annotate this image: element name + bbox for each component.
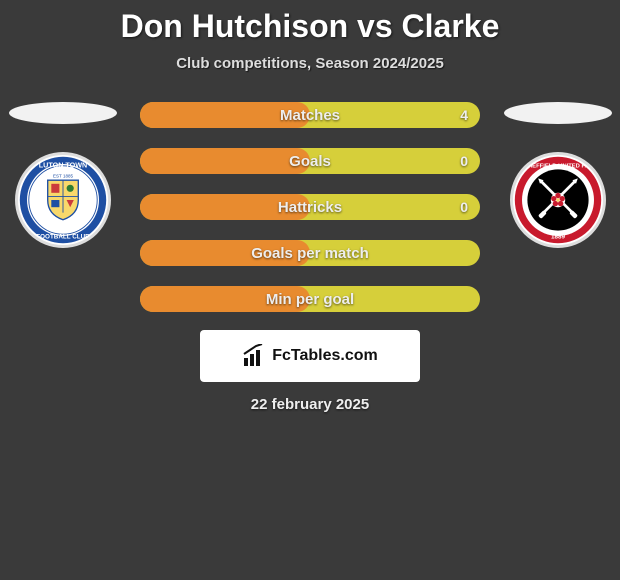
main-row: LUTON TOWN FOOTBALL CLUB EST 1885 Matche… <box>0 102 620 312</box>
stat-label: Min per goal <box>140 286 480 312</box>
stat-label: Goals <box>140 148 480 174</box>
page-title: Don Hutchison vs Clarke <box>0 8 620 45</box>
comparison-card: Don Hutchison vs Clarke Club competition… <box>0 0 620 413</box>
svg-text:LUTON TOWN: LUTON TOWN <box>38 161 86 170</box>
stat-bar: Min per goal <box>140 286 480 312</box>
stat-label: Goals per match <box>140 240 480 266</box>
player-left-col: LUTON TOWN FOOTBALL CLUB EST 1885 <box>5 102 120 248</box>
svg-text:FOOTBALL CLUB: FOOTBALL CLUB <box>36 234 90 241</box>
brand-text: FcTables.com <box>272 347 378 365</box>
svg-text:SHEFFIELD UNITED F.C.: SHEFFIELD UNITED F.C. <box>524 164 592 170</box>
stat-bar: Goals per match <box>140 240 480 266</box>
stat-value-right: 0 <box>460 194 468 220</box>
stat-value-right: 4 <box>460 102 468 128</box>
stat-label: Hattricks <box>140 194 480 220</box>
luton-town-badge-icon: LUTON TOWN FOOTBALL CLUB EST 1885 <box>18 155 108 245</box>
stat-label: Matches <box>140 102 480 128</box>
sheffield-united-badge-icon: SHEFFIELD UNITED F.C. 1889 <box>513 155 603 245</box>
club-badge-left: LUTON TOWN FOOTBALL CLUB EST 1885 <box>15 152 111 248</box>
club-badge-right: SHEFFIELD UNITED F.C. 1889 <box>510 152 606 248</box>
page-subtitle: Club competitions, Season 2024/2025 <box>0 55 620 72</box>
stats-column: Matches4Goals0Hattricks0Goals per matchM… <box>140 102 480 312</box>
stat-bar: Matches4 <box>140 102 480 128</box>
stat-bar: Goals0 <box>140 148 480 174</box>
player-right-placeholder <box>504 102 612 124</box>
bar-chart-icon <box>242 344 266 368</box>
stat-bar: Hattricks0 <box>140 194 480 220</box>
stat-value-right: 0 <box>460 148 468 174</box>
brand-box[interactable]: FcTables.com <box>200 330 420 382</box>
svg-text:EST 1885: EST 1885 <box>53 174 73 179</box>
player-right-col: SHEFFIELD UNITED F.C. 1889 <box>500 102 615 248</box>
svg-text:1889: 1889 <box>550 234 565 241</box>
player-left-placeholder <box>9 102 117 124</box>
date-text: 22 february 2025 <box>0 396 620 413</box>
